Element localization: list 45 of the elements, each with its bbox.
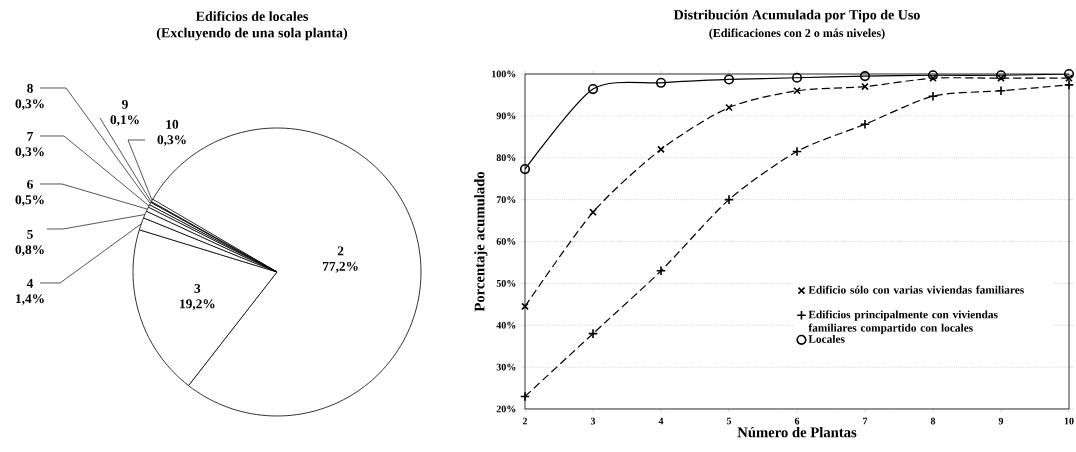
slice-label: 5 [27, 229, 33, 239]
legend-label: Edificios principalmente con viviendas familiares compartido con locales [808, 310, 998, 334]
y-tick-label: 90% [496, 112, 516, 120]
data-label: 0,5% [15, 195, 44, 207]
y-tick-label: 70% [496, 196, 516, 204]
data-label: 19,2% [180, 299, 215, 311]
data-label: 0,3% [157, 135, 186, 147]
data-label: 0,1% [110, 115, 139, 127]
chart-title: Distribución Acumulada por Tipo de Uso [673, 9, 920, 23]
x-tick-label: 9 [998, 417, 1004, 425]
y-tick-label: 60% [496, 238, 516, 245]
data-label: 77,2% [323, 261, 358, 273]
slice-label: 4 [26, 278, 34, 288]
chart-subtitle: (Edificaciones con 2 o más niveles) [709, 28, 885, 40]
chart-subtitle: (Excluyendo de una sola planta) [156, 27, 348, 41]
y-tick-label: 80% [496, 154, 516, 162]
legend-label: Edificio sólo con varias viviendas familiares [808, 285, 1024, 294]
y-axis-title: Porcentaje acumulado [474, 171, 488, 312]
data-label: 0,3% [15, 147, 44, 159]
y-tick-label: 30% [496, 363, 516, 371]
slice-label: 9 [122, 99, 128, 109]
chart-title: Edificios de locales [195, 11, 309, 21]
y-tick-label: 50% [496, 279, 516, 287]
slice-label: 6 [27, 179, 33, 189]
slice-label: 7 [27, 131, 34, 141]
x-tick-label: 10 [1064, 417, 1074, 425]
slice-label: 3 [194, 284, 201, 293]
y-tick-label: 40% [496, 321, 516, 329]
data-label: 0,8% [15, 245, 44, 257]
data-label: 1,4% [16, 294, 44, 306]
x-tick-label: 6 [794, 417, 800, 425]
x-tick-label: 5 [726, 417, 732, 425]
slice-label: 8 [27, 83, 33, 93]
data-label: 0,3% [15, 99, 44, 111]
x-tick-label: 7 [863, 417, 868, 425]
legend-label: Locales [808, 334, 845, 343]
y-tick-label: 20% [496, 405, 516, 413]
x-tick-label: 8 [930, 417, 936, 425]
slice-label: 2 [337, 246, 344, 256]
y-tick-label: 100% [492, 70, 516, 78]
slice-label: 10 [166, 119, 179, 129]
x-tick-label: 2 [522, 417, 528, 425]
x-tick-label: 3 [590, 417, 596, 425]
x-axis-title: Número de Plantas [737, 426, 857, 438]
x-tick-label: 4 [658, 417, 664, 425]
